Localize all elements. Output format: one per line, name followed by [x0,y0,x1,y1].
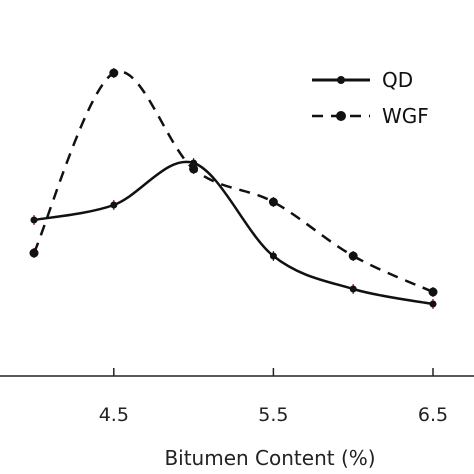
series-line-wgf [32,70,434,294]
data-point-qd-3 [269,252,277,260]
series-line-qd [33,160,434,306]
data-point-qd-1 [110,201,118,209]
plot-area: 4.5 5.5 6.5 Bitumen Content (%) [0,68,474,470]
x-axis-label: Bitumen Content (%) [164,446,375,470]
data-point-qd-4 [349,285,357,293]
x-ticks: 4.5 5.5 6.5 [99,368,448,426]
legend-item-qd: QD [312,68,413,92]
data-point-wgf-5 [428,287,438,297]
data-point-wgf-2 [189,164,199,174]
legend-marker-qd [337,76,345,84]
data-point-wgf-4 [348,251,358,261]
data-point-wgf-3 [268,197,278,207]
data-point-qd-2 [190,159,198,167]
legend-item-wgf: WGF [312,104,429,128]
legend-label-qd: QD [382,68,413,92]
legend-label-wgf: WGF [382,104,429,128]
legend: QD WGF [312,68,429,128]
x-tick-label-1: 5.5 [258,404,288,426]
series-layer [29,68,438,309]
x-tick-label-2: 6.5 [418,404,448,426]
data-point-wgf-0 [29,248,39,258]
x-tick-label-0: 4.5 [99,404,129,426]
data-point-qd-0 [30,216,38,224]
data-point-qd-5 [429,300,437,308]
data-point-wgf-1 [109,68,119,78]
legend-marker-wgf [336,111,346,121]
